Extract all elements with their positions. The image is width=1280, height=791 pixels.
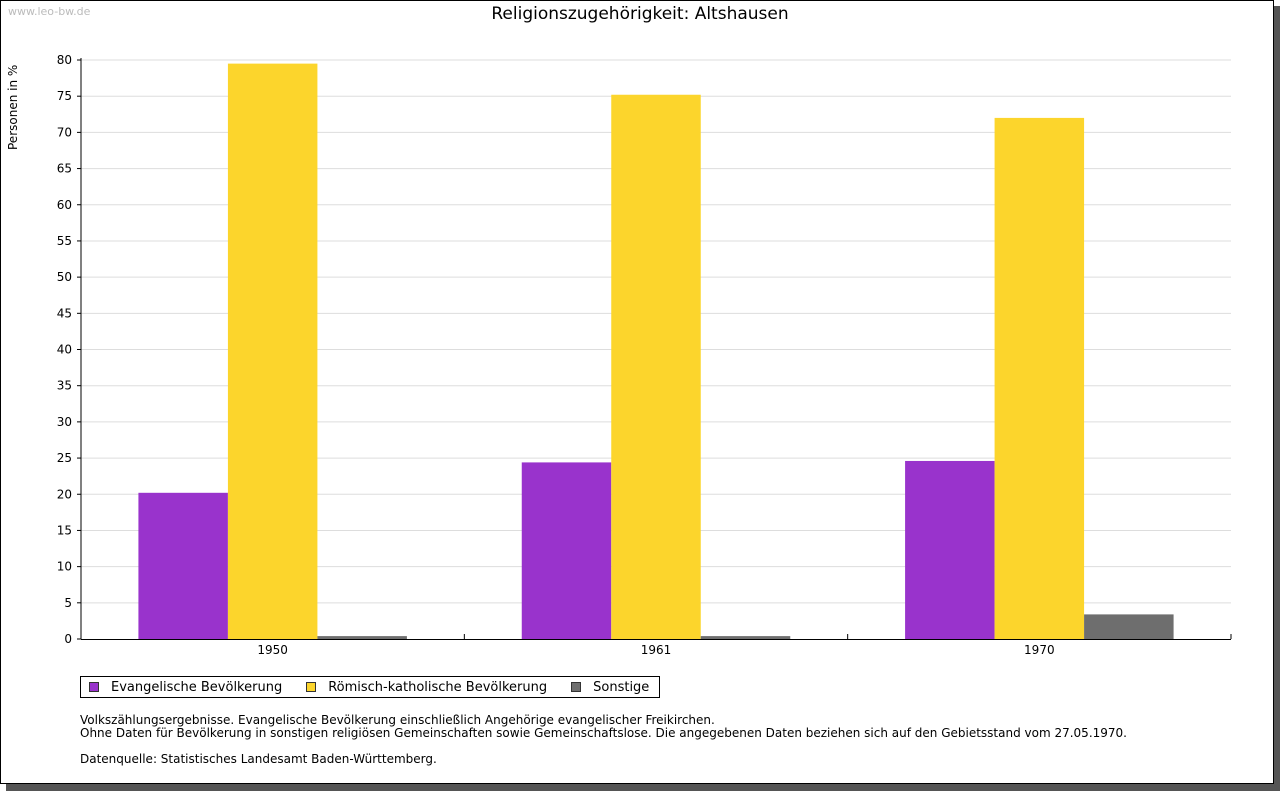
legend-item-evangelisch: Evangelische Bevölkerung bbox=[89, 680, 282, 695]
frame-shadow-bottom bbox=[6, 784, 1280, 791]
y-tick-label: 50 bbox=[57, 270, 72, 284]
y-tick-label: 5 bbox=[64, 596, 72, 610]
y-tick-label: 20 bbox=[57, 487, 72, 501]
legend-label: Römisch-katholische Bevölkerung bbox=[328, 679, 548, 695]
legend-item-katholisch: Römisch-katholische Bevölkerung bbox=[306, 680, 547, 695]
y-tick-label: 80 bbox=[57, 53, 72, 67]
bar bbox=[227, 63, 318, 639]
frame-shadow-right bbox=[1274, 6, 1280, 791]
x-tick-label: 1970 bbox=[1024, 643, 1055, 657]
y-tick-label: 45 bbox=[57, 306, 72, 320]
legend-label: Evangelische Bevölkerung bbox=[111, 679, 283, 695]
y-tick-label: 65 bbox=[57, 162, 72, 176]
legend-label: Sonstige bbox=[593, 679, 650, 695]
y-tick-label: 0 bbox=[64, 632, 72, 646]
legend-swatch bbox=[306, 682, 317, 692]
y-tick-label: 25 bbox=[57, 451, 72, 465]
legend-swatch bbox=[571, 682, 582, 692]
footnote-line-1: Volkszählungsergebnisse. Evangelische Be… bbox=[80, 713, 715, 727]
x-tick-label: 1950 bbox=[257, 643, 288, 657]
y-tick-label: 15 bbox=[57, 523, 72, 537]
footnote-line-2: Ohne Daten für Bevölkerung in sonstigen … bbox=[80, 726, 1127, 740]
y-tick-label: 30 bbox=[57, 415, 72, 429]
bar bbox=[700, 636, 791, 639]
x-tick-label: 1961 bbox=[641, 643, 672, 657]
y-tick-label: 75 bbox=[57, 89, 72, 103]
y-tick-label: 70 bbox=[57, 125, 72, 139]
data-source: Datenquelle: Statistisches Landesamt Bad… bbox=[80, 752, 437, 766]
chart-title: Religionszugehörigkeit: Altshausen bbox=[491, 4, 789, 24]
bar bbox=[611, 94, 701, 640]
y-tick-label: 10 bbox=[57, 560, 72, 574]
legend: Evangelische Bevölkerung Römisch-katholi… bbox=[80, 676, 661, 698]
bar bbox=[905, 460, 995, 639]
bar bbox=[994, 117, 1085, 639]
legend-swatch bbox=[89, 682, 99, 692]
bar bbox=[521, 462, 612, 639]
bar bbox=[317, 636, 407, 639]
legend-item-sonstige: Sonstige bbox=[571, 680, 649, 695]
bar bbox=[138, 492, 228, 639]
watermark: www.leo-bw.de bbox=[8, 5, 91, 18]
bar bbox=[1084, 614, 1174, 639]
y-tick-label: 60 bbox=[57, 198, 72, 212]
y-tick-label: 40 bbox=[57, 343, 72, 357]
y-tick-label: 55 bbox=[57, 234, 72, 248]
y-tick-label: 35 bbox=[57, 379, 72, 393]
